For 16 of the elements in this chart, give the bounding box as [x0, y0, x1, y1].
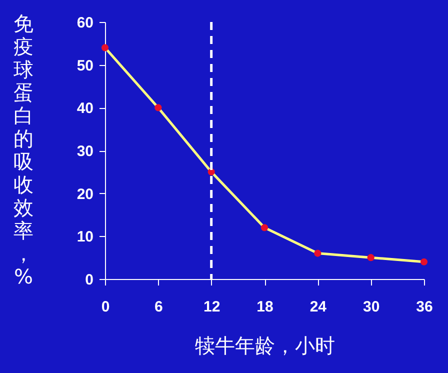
y-tick-label: 0 [85, 272, 94, 288]
x-tick-label: 24 [310, 298, 328, 316]
y-tick-label: 20 [76, 186, 94, 203]
y-tick-label: 30 [76, 143, 94, 160]
y-tick-label: 50 [76, 57, 94, 74]
y-tick-label: 60 [76, 14, 94, 32]
x-tick-label: 36 [416, 298, 433, 316]
y-tick-label: 10 [76, 228, 94, 246]
x-tick-label: 12 [203, 298, 220, 316]
x-tick-label: 6 [154, 298, 163, 316]
x-tick-label: 30 [362, 298, 380, 316]
x-axis-title: 犊牛年龄，小时 [195, 334, 335, 358]
text: 免疫球蛋白的吸收效率，% [14, 12, 34, 288]
y-tick-label: 40 [76, 100, 94, 118]
x-tick-label: 0 [101, 298, 110, 316]
x-tick-label: 18 [256, 298, 274, 316]
